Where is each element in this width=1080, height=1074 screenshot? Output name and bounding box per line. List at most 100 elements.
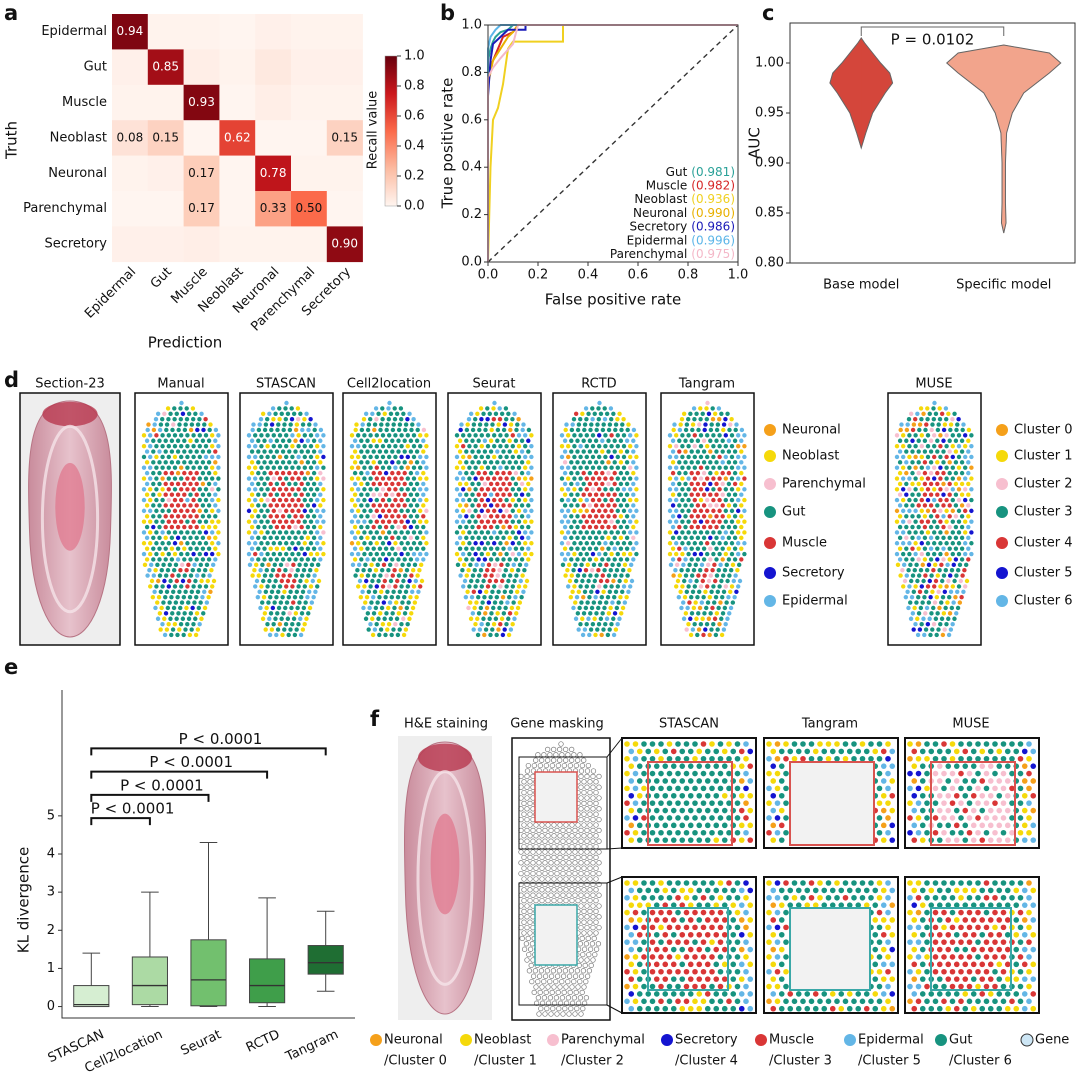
spot: [908, 562, 913, 568]
spot: [293, 557, 298, 562]
spot: [179, 465, 184, 470]
spot: [941, 503, 946, 508]
spot: [153, 416, 159, 422]
spot: [627, 568, 632, 573]
spot: [365, 514, 370, 519]
heatmap-cell: [291, 155, 328, 192]
spot: [141, 465, 147, 470]
spot: [825, 741, 832, 747]
spot: [621, 519, 627, 524]
spot: [774, 954, 781, 960]
spot: [602, 416, 608, 422]
gene-spot: [595, 941, 602, 947]
spot: [922, 524, 928, 530]
spot: [721, 902, 728, 908]
gene-spot: [596, 870, 602, 877]
spot: [377, 546, 383, 551]
spot: [694, 616, 699, 621]
gene-spot: [593, 800, 599, 807]
spot: [966, 524, 971, 530]
spot: [246, 508, 252, 514]
spot: [696, 822, 703, 829]
spot: [191, 551, 196, 557]
spot: [711, 541, 716, 546]
spot: [901, 584, 906, 589]
spot: [280, 524, 286, 530]
spot: [631, 460, 636, 465]
spot: [403, 627, 409, 632]
spot: [714, 546, 719, 551]
spot: [566, 541, 571, 546]
spot: [677, 438, 682, 443]
spot: [299, 470, 304, 476]
spot: [157, 449, 162, 454]
spot: [504, 530, 509, 535]
spot: [722, 568, 728, 573]
significance-bracket: [90, 793, 210, 802]
spot: [808, 894, 815, 901]
spot: [380, 487, 386, 492]
spot: [743, 741, 749, 747]
spot: [482, 481, 488, 487]
spot: [726, 460, 732, 465]
spot: [505, 600, 510, 605]
spot: [692, 909, 698, 916]
gene-spot: [566, 838, 572, 844]
spot: [697, 605, 703, 611]
spot: [732, 438, 738, 443]
spot: [609, 416, 614, 422]
spot: [742, 454, 747, 460]
spot: [509, 568, 515, 573]
spot: [726, 557, 732, 562]
spot: [194, 557, 199, 562]
gene-spot: [542, 881, 548, 888]
spot: [695, 449, 701, 454]
gene-spot: [587, 919, 593, 925]
legend-entry: Epidermal (0.996): [627, 233, 735, 247]
spot: [356, 465, 361, 470]
spot: [738, 917, 745, 923]
gene-spot: [544, 968, 551, 974]
spot: [566, 454, 571, 460]
spot: [507, 503, 512, 508]
spot: [916, 524, 921, 530]
spot: [649, 909, 656, 916]
spot: [287, 449, 292, 454]
spot: [384, 427, 389, 433]
spot: [624, 470, 630, 476]
spot: [590, 551, 596, 557]
spot: [812, 991, 819, 997]
spot: [959, 535, 965, 541]
spot: [868, 880, 874, 886]
spot: [963, 519, 968, 524]
spot: [953, 449, 959, 454]
spot: [297, 562, 302, 568]
spot: [953, 481, 959, 487]
spot: [352, 503, 358, 508]
spot: [593, 470, 599, 476]
gene-spot: [556, 968, 563, 974]
spot: [705, 519, 710, 524]
spot: [930, 589, 935, 594]
spot: [717, 519, 722, 524]
spot: [938, 454, 943, 460]
spot: [262, 573, 268, 578]
spot: [625, 573, 630, 578]
spot: [271, 476, 276, 481]
spot: [511, 600, 516, 605]
spot: [603, 584, 608, 589]
spot: [889, 822, 896, 829]
spot: [155, 411, 161, 416]
spot: [529, 454, 534, 460]
spot: [495, 492, 500, 497]
spot: [938, 551, 943, 557]
gene-spot: [553, 978, 559, 985]
legend-name: Parenchymal: [610, 247, 687, 261]
spot: [386, 568, 391, 573]
spot: [519, 492, 525, 497]
spot: [728, 589, 733, 594]
spot: [307, 605, 313, 611]
spot: [683, 492, 688, 497]
spot: [678, 422, 683, 427]
spot: [284, 551, 289, 557]
